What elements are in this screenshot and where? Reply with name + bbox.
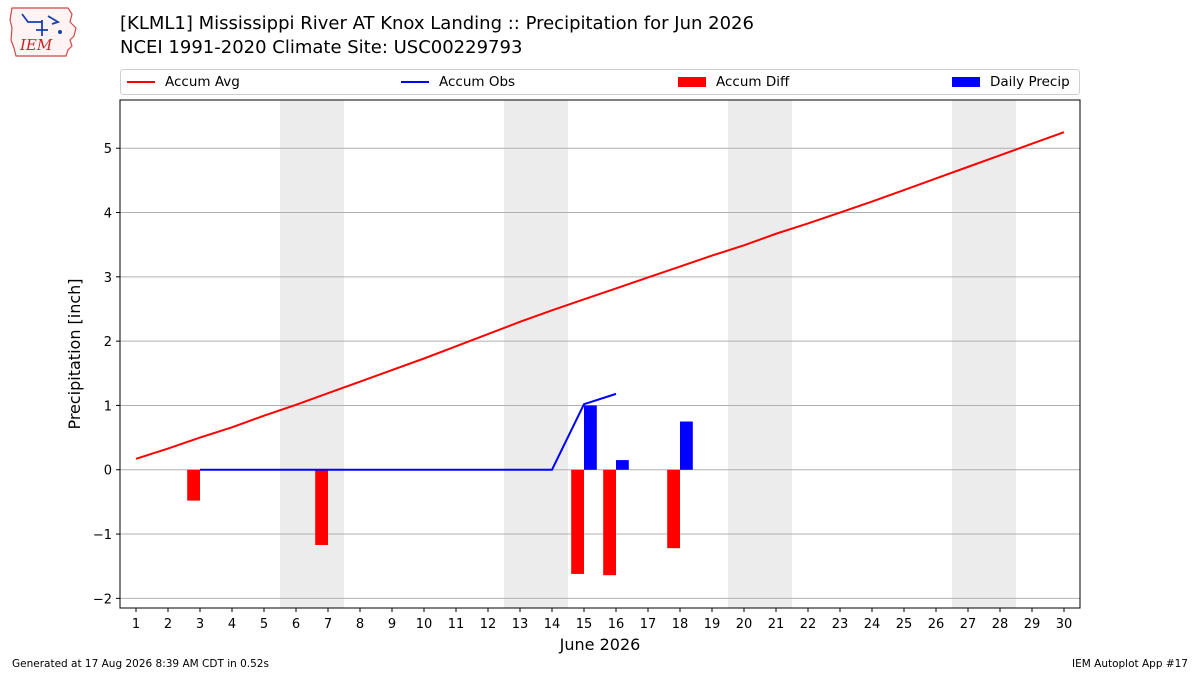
chart-legend: Accum Avg Accum Obs Accum Diff Daily Pre… <box>120 69 1080 95</box>
generated-timestamp: Generated at 17 Aug 2026 8:39 AM CDT in … <box>12 658 269 670</box>
xtick-label: 30 <box>1056 617 1073 632</box>
xtick-label: 23 <box>832 617 849 632</box>
xtick-label: 10 <box>416 617 433 632</box>
accum-diff-bar-day-18 <box>667 469 680 549</box>
legend-patch-daily-precip <box>952 77 980 87</box>
xtick-label: 26 <box>928 617 945 632</box>
weekend-band-3 <box>728 100 792 608</box>
xtick-label: 14 <box>544 617 561 632</box>
app-credit: IEM Autoplot App #17 <box>1072 658 1188 670</box>
xtick-label: 29 <box>1024 617 1041 632</box>
xtick-label: 2 <box>164 617 172 632</box>
weekend-band-4 <box>952 100 1016 608</box>
legend-item-accum-diff: Accum Diff <box>678 70 789 94</box>
ytick-label: −1 <box>93 528 112 543</box>
accum-diff-bar-day-16 <box>603 469 616 576</box>
xtick-label: 22 <box>800 617 817 632</box>
chart-title: [KLML1] Mississippi River AT Knox Landin… <box>120 13 754 34</box>
weekend-band-2 <box>504 100 568 608</box>
xtick-label: 28 <box>992 617 1009 632</box>
sensor-dot-icon <box>58 30 62 34</box>
xtick-label: 24 <box>864 617 881 632</box>
accum-diff-bar-day-15 <box>571 469 584 574</box>
legend-patch-accum-diff <box>678 77 706 87</box>
daily-precip-bar-day-15 <box>584 405 597 470</box>
xtick-label: 1 <box>132 617 140 632</box>
xtick-label: 18 <box>672 617 689 632</box>
xtick-label: 6 <box>292 617 300 632</box>
xtick-label: 4 <box>228 617 236 632</box>
accum-obs-line <box>200 392 617 471</box>
y-axis-label: Precipitation [inch] <box>65 278 84 429</box>
legend-line-accum-obs <box>401 81 429 83</box>
ytick-label: 1 <box>104 399 112 414</box>
plot-frame <box>119 99 1081 609</box>
xtick-label: 27 <box>960 617 977 632</box>
ytick-label: −2 <box>93 592 112 607</box>
xtick-label: 11 <box>448 617 465 632</box>
accum-diff-bar-day-3 <box>187 469 200 501</box>
chart-subtitle: NCEI 1991-2020 Climate Site: USC00229793 <box>120 37 523 58</box>
ytick-label: 0 <box>104 464 112 479</box>
ytick-label: 4 <box>104 207 112 222</box>
xtick-label: 3 <box>196 617 204 632</box>
xtick-label: 25 <box>896 617 913 632</box>
xtick-label: 21 <box>768 617 785 632</box>
xtick-label: 13 <box>512 617 529 632</box>
xtick-label: 16 <box>608 617 625 632</box>
xtick-label: 19 <box>704 617 721 632</box>
xtick-label: 8 <box>356 617 364 632</box>
legend-item-accum-obs: Accum Obs <box>401 70 515 94</box>
daily-precip-bar-day-16 <box>616 460 629 470</box>
xtick-label: 17 <box>640 617 657 632</box>
legend-label-accum-avg: Accum Avg <box>165 74 240 90</box>
daily-precip-bar-day-18 <box>680 421 693 470</box>
xtick-label: 15 <box>576 617 593 632</box>
legend-label-daily-precip: Daily Precip <box>990 74 1070 90</box>
legend-item-accum-avg: Accum Avg <box>127 70 240 94</box>
xtick-label: 9 <box>388 617 396 632</box>
x-axis-label: June 2026 <box>559 635 641 654</box>
weekend-band-1 <box>280 100 344 608</box>
ytick-label: 3 <box>104 271 112 286</box>
legend-label-accum-diff: Accum Diff <box>716 74 790 90</box>
ytick-label: 5 <box>104 142 112 157</box>
xtick-label: 12 <box>480 617 497 632</box>
xtick-label: 20 <box>736 617 753 632</box>
logo-text: IEM <box>19 36 53 54</box>
ytick-label: 2 <box>104 335 112 350</box>
wind-vane-icon <box>21 13 61 36</box>
legend-item-daily-precip: Daily Precip <box>952 70 1070 94</box>
iem-logo: IEM <box>9 7 77 57</box>
accum-avg-line <box>135 131 1065 460</box>
accum-diff-bar-day-7 <box>315 469 328 545</box>
xtick-label: 5 <box>260 617 268 632</box>
legend-line-accum-avg <box>127 81 155 83</box>
legend-label-accum-obs: Accum Obs <box>439 74 516 90</box>
xtick-label: 7 <box>324 617 332 632</box>
